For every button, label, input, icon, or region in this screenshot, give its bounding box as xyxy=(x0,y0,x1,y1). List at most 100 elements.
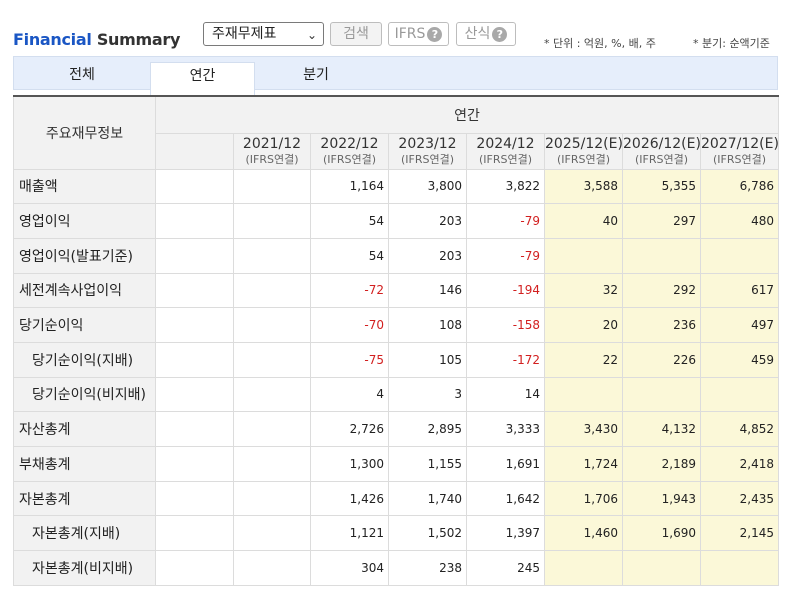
table-cell: 14 xyxy=(466,376,545,413)
formula-button[interactable]: 산식? xyxy=(456,22,516,46)
table-cell xyxy=(155,515,234,552)
table-cell: 497 xyxy=(699,307,780,343)
period-tabs: 전체 연간 분기 xyxy=(13,56,778,96)
table-cell xyxy=(155,376,234,413)
table-cell: 3 xyxy=(388,376,467,413)
table-cell: -158 xyxy=(466,307,545,343)
table-cell xyxy=(544,376,623,413)
table-row: 매출액 1,164 3,800 3,822 3,588 5,355 6,786 xyxy=(13,168,780,205)
column-header: 2022/12 (IFRS연결) xyxy=(310,132,389,170)
table-cell: 20 xyxy=(544,307,623,343)
table-cell xyxy=(155,341,234,378)
row-label: 당기순이익(비지배) xyxy=(13,376,156,413)
column-basis: (IFRS연결) xyxy=(712,153,767,166)
table-cell: 40 xyxy=(544,203,623,239)
table-cell: 1,724 xyxy=(544,446,623,482)
column-year: 2025/12(E) xyxy=(545,136,623,152)
table-row: 당기순이익(비지배) 4 3 14 xyxy=(13,376,780,413)
table-row: 자본총계 1,426 1,740 1,642 1,706 1,943 2,435 xyxy=(13,480,780,517)
row-label: 부채총계 xyxy=(13,446,156,482)
column-basis: (IFRS연결) xyxy=(478,153,533,166)
ifrs-button[interactable]: IFRS? xyxy=(388,22,449,46)
row-label: 당기순이익(지배) xyxy=(13,341,156,378)
table-cell xyxy=(233,168,311,205)
table-cell: -194 xyxy=(466,272,545,309)
table-cell xyxy=(155,272,234,309)
row-label: 자본총계(비지배) xyxy=(13,550,156,586)
table-cell: 1,691 xyxy=(466,446,545,482)
search-button[interactable]: 검색 xyxy=(330,22,382,46)
annual-group-header: 연간 xyxy=(154,95,780,134)
formula-label: 산식 xyxy=(464,26,491,42)
table-cell xyxy=(233,411,311,447)
title-part2: Summary xyxy=(96,30,181,49)
table-cell xyxy=(155,168,234,205)
column-header: 2027/12(E) (IFRS연결) xyxy=(699,132,780,170)
statement-type-select[interactable]: 주재무제표 ⌄ xyxy=(203,22,324,46)
table-cell: 1,460 xyxy=(544,515,623,552)
table-cell xyxy=(233,272,311,309)
row-label: 영업이익(발표기준) xyxy=(13,237,156,274)
table-cell xyxy=(155,203,234,239)
table-cell xyxy=(233,376,311,413)
table-cell: 236 xyxy=(622,307,701,343)
table-row: 자본총계(지배) 1,121 1,502 1,397 1,460 1,690 2,145 xyxy=(13,515,780,552)
table-cell: 245 xyxy=(466,550,545,586)
table-cell: 2,145 xyxy=(699,515,780,552)
title-part1: Financial xyxy=(13,30,92,49)
table-cell: 146 xyxy=(388,272,467,309)
table-cell: 3,430 xyxy=(544,411,623,447)
row-label: 자산총계 xyxy=(13,411,156,447)
tab-quarterly[interactable]: 분기 xyxy=(303,67,329,83)
unit-note: * 단위 : 억원, %, 배, 주 xyxy=(544,37,656,50)
ifrs-label: IFRS xyxy=(394,26,426,42)
table-cell: -75 xyxy=(310,341,389,378)
table-row: 당기순이익 -70 108 -158 20 236 497 xyxy=(13,307,780,343)
table-row: 영업이익 54 203 -79 40 297 480 xyxy=(13,203,780,239)
row-label: 자본총계(지배) xyxy=(13,515,156,552)
page-title: Financial Summary xyxy=(13,30,180,49)
table-cell: 22 xyxy=(544,341,623,378)
financial-summary-table-wrap: 주요재무정보 연간 2021/12 (IFRS연결) 2022/12 (IFRS연결)… xyxy=(13,95,780,586)
column-year: 2024/12 xyxy=(476,136,535,152)
table-cell: 304 xyxy=(310,550,389,586)
table-cell xyxy=(699,550,780,586)
tab-all[interactable]: 전체 xyxy=(69,67,95,83)
row-label: 당기순이익 xyxy=(13,307,156,343)
column-header: 2025/12(E) (IFRS연결) xyxy=(544,132,623,170)
table-cell: 3,800 xyxy=(388,168,467,205)
table-cell: 1,155 xyxy=(388,446,467,482)
table-cell: 1,121 xyxy=(310,515,389,552)
table-cell: 32 xyxy=(544,272,623,309)
table-cell: 1,502 xyxy=(388,515,467,552)
table-cell: 6,786 xyxy=(699,168,780,205)
blank-column-header xyxy=(155,132,234,170)
table-cell xyxy=(622,550,701,586)
table-cell: 1,706 xyxy=(544,480,623,517)
help-icon: ? xyxy=(427,26,443,42)
table-cell xyxy=(155,307,234,343)
table-cell xyxy=(699,237,780,274)
table-cell: -70 xyxy=(310,307,389,343)
table-cell: 4 xyxy=(310,376,389,413)
table-cell xyxy=(544,550,623,586)
table-cell: 1,426 xyxy=(310,480,389,517)
table-cell: 292 xyxy=(622,272,701,309)
table-cell: 203 xyxy=(388,237,467,274)
column-basis: (IFRS연결) xyxy=(245,153,299,166)
table-cell: 3,588 xyxy=(544,168,623,205)
tab-annual[interactable]: 연간 xyxy=(150,62,255,96)
table-cell xyxy=(233,203,311,239)
column-year: 2026/12(E) xyxy=(623,136,701,152)
table-cell: 1,690 xyxy=(622,515,701,552)
row-label: 영업이익 xyxy=(13,203,156,239)
table-cell xyxy=(622,237,701,274)
column-header: 2021/12 (IFRS연결) xyxy=(233,132,311,170)
row-label: 매출액 xyxy=(13,168,156,205)
table-cell: -172 xyxy=(466,341,545,378)
table-cell: 1,642 xyxy=(466,480,545,517)
table-cell: 2,418 xyxy=(699,446,780,482)
table-cell: 1,397 xyxy=(466,515,545,552)
help-icon: ? xyxy=(492,26,508,42)
table-cell: 4,852 xyxy=(699,411,780,447)
